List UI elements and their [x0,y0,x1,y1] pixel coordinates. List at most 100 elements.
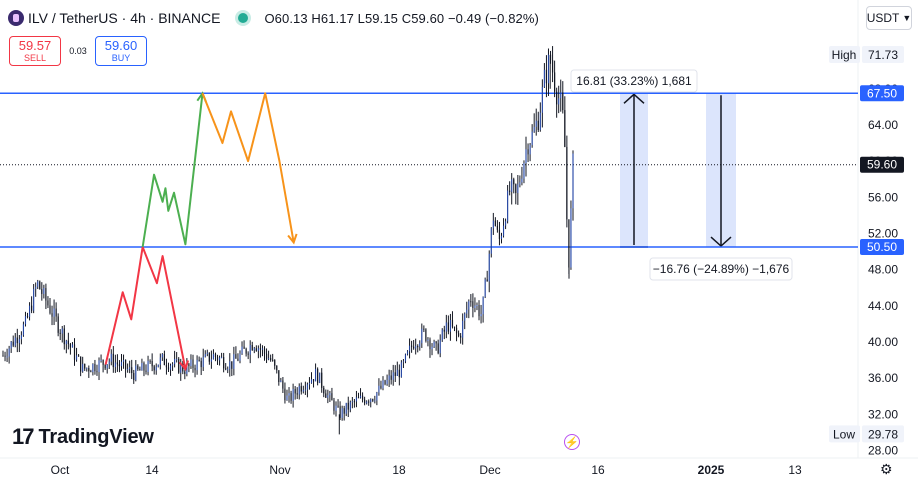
candle-body [53,308,55,317]
measure-up-label-box [570,69,698,93]
candle-body [445,322,447,332]
measure-down-label-box [649,257,793,281]
candle-body [551,60,554,73]
candle-body [96,371,98,373]
candle-body [308,382,311,385]
candle-body [202,356,204,368]
candle-body [519,182,521,185]
candle-body [556,91,558,105]
red-path [104,246,187,370]
candle-body [486,279,488,282]
candle-body [435,341,437,344]
symbol-title: ILV / TetherUS · 4h · BINANCE [28,10,221,26]
candle-body [114,362,116,368]
lightning-icon[interactable]: ⚡ [564,434,580,450]
candle-body [10,341,12,349]
candle-body [229,361,231,370]
y-tick-label: 44.00 [868,299,898,313]
candle-body [558,98,560,105]
candle-body [149,360,151,362]
candle-body [167,367,170,370]
candle-body [390,375,392,380]
candle-body [566,146,568,220]
candle-body [206,352,208,355]
candle-body [355,397,358,402]
candle-body [488,253,490,282]
candle-body [122,359,125,362]
candle-body [480,314,482,317]
candle-body [296,393,298,395]
buy-button[interactable]: 59.60 BUY [95,36,147,66]
candle-body [263,348,266,354]
candle-body [247,353,249,355]
candle-body [388,375,390,380]
candle-body [28,305,31,317]
candle-body [474,305,476,308]
candle-body [243,346,245,349]
candle-body [537,120,539,130]
candle-body [65,340,67,345]
gear-icon[interactable]: ⚙ [880,461,893,477]
candle-body [104,364,106,369]
candle-body [374,400,376,402]
candle-body [351,401,353,403]
currency-label: USDT [866,11,900,25]
candle-body [455,327,458,334]
candle-body [298,386,300,395]
candle-body [57,316,59,333]
x-tick-label: Oct [51,463,70,477]
buy-label: BUY [111,52,131,63]
candle-body [188,364,190,367]
candle-body [14,337,16,346]
market-open-icon [238,13,249,23]
candle-body [157,364,159,367]
low-tag-value-bg [862,425,904,443]
low-tag-word: Low [833,427,855,441]
tradingview-brand[interactable]: 17 TradingView [12,424,154,450]
candle-body [59,332,61,334]
candle-body [225,368,227,370]
orange-path [201,92,295,243]
candle-body [541,86,543,113]
candle-body [502,225,505,236]
candle-body [155,366,157,371]
candle-body [394,372,396,376]
candle-body [194,367,196,371]
candle-body [539,112,541,130]
candle-body [253,348,255,351]
candle-body [239,353,241,361]
y-tick-label: 52.00 [868,226,898,240]
candle-body [317,368,319,383]
candle-body [47,300,49,306]
candle-body [231,361,233,369]
candle-body [421,328,423,344]
candle-body [562,92,564,111]
candle-body [364,399,366,404]
candle-body [447,322,449,332]
candle-body [312,379,315,382]
candle-body [169,365,172,370]
candle-body [280,380,282,383]
level-50-label-bg [860,239,904,256]
candle-body [400,362,402,378]
sell-button[interactable]: 59.57 SELL [9,36,61,66]
candle-body [141,363,143,371]
candle-body [26,316,29,318]
candle-body [545,69,548,84]
candle-body [147,360,149,372]
candle-body [4,355,6,357]
candle-body [361,395,364,400]
candle-body [515,184,517,194]
high-tag-value: 71.73 [868,48,898,62]
candle-body [560,92,562,99]
candle-body [327,395,329,398]
currency-selector[interactable]: USDT ▼ [866,6,912,30]
symbol-header[interactable]: ILV / TetherUS · 4h · BINANCE O60.13 H61… [8,8,539,28]
candle-body [304,389,306,391]
candle-body [392,372,394,380]
candle-body [86,368,88,370]
candle-body [368,401,370,403]
candle-body [478,305,480,317]
measure-up-label: 16.81 (33.23%) 1,681 [576,74,692,88]
